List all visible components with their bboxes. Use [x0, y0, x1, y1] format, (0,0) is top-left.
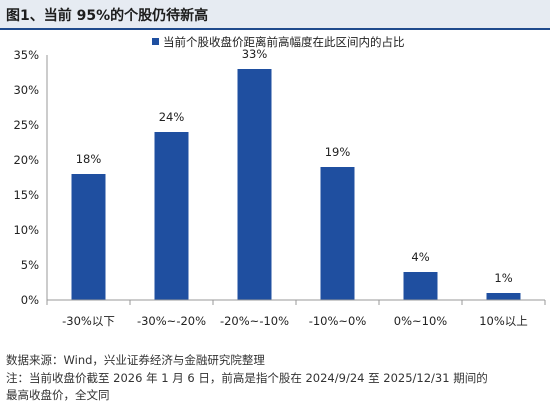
title-divider	[0, 28, 550, 30]
bar-chart: 当前个股收盘价距离前高幅度在此区间内的占比 0% 5% 10% 15% 20% 25% 30…	[13, 35, 546, 328]
y-axis: 0% 5% 10% 15% 20% 25% 30% 35%	[13, 48, 48, 307]
footnote-line-2: 最高收盘价，全文同	[6, 388, 110, 402]
y-tick-label: 30%	[13, 83, 39, 97]
x-tick-label: -30%~-20%	[137, 314, 206, 328]
x-tick-label: 0%~10%	[394, 314, 448, 328]
x-axis: -30%以下 -30%~-20% -20%~-10% -10%~0% 0%~10% 10%…	[46, 299, 546, 328]
bar	[237, 69, 272, 300]
y-tick-label: 0%	[21, 293, 39, 307]
data-label: 19%	[325, 145, 351, 159]
bar	[486, 293, 521, 300]
chart-title: 图1、当前 95%的个股仍待新高	[6, 8, 209, 24]
x-tick-label: -10%~0%	[309, 314, 367, 328]
bar	[320, 167, 355, 300]
source-note: 数据来源：Wind，兴业证券经济与金融研究院整理	[6, 353, 265, 367]
legend-label: 当前个股收盘价距离前高幅度在此区间内的占比	[163, 35, 405, 49]
bar	[71, 174, 106, 300]
y-tick-label: 20%	[13, 153, 39, 167]
bars	[71, 69, 521, 300]
data-label: 1%	[494, 271, 512, 285]
y-tick-label: 15%	[13, 188, 39, 202]
data-label: 24%	[159, 110, 185, 124]
footnote-line-1: 注：当前收盘价截至 2026 年 1 月 6 日，前高是指个股在 2024/9/…	[6, 371, 488, 385]
bar	[154, 132, 189, 300]
x-tick-label: -20%~-10%	[220, 314, 289, 328]
data-labels: 18% 24% 33% 19% 4% 1%	[76, 47, 513, 285]
data-label: 18%	[76, 152, 102, 166]
y-tick-label: 25%	[13, 118, 39, 132]
title-bar: 图1、当前 95%的个股仍待新高	[0, 0, 550, 28]
legend-swatch	[152, 38, 159, 45]
data-label: 4%	[411, 250, 429, 264]
y-tick-label: 5%	[21, 258, 39, 272]
data-label: 33%	[242, 47, 268, 61]
y-tick-label: 35%	[13, 48, 39, 62]
legend: 当前个股收盘价距离前高幅度在此区间内的占比	[152, 35, 405, 49]
x-tick-label: 10%以上	[479, 314, 528, 328]
x-tick-label: -30%以下	[62, 314, 115, 328]
y-tick-label: 10%	[13, 223, 39, 237]
bar	[403, 272, 438, 300]
